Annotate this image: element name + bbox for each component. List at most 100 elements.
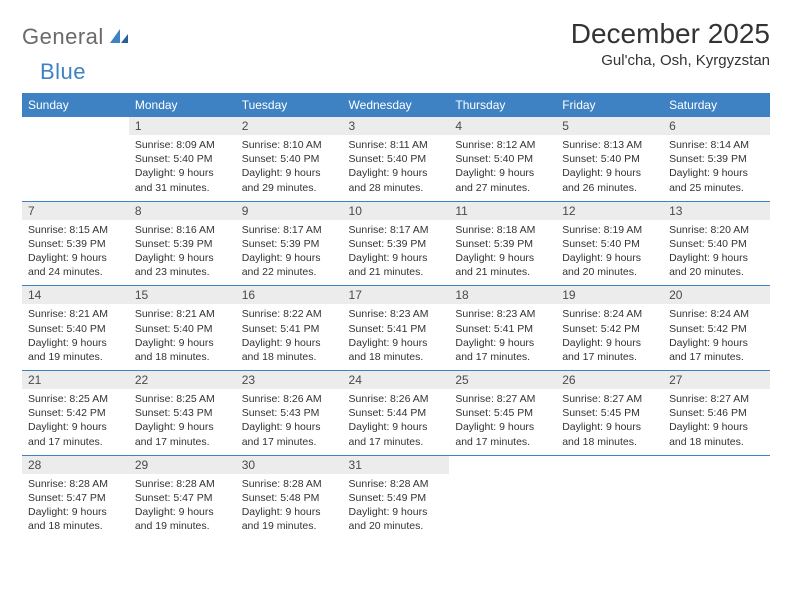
day-details: Sunrise: 8:23 AMSunset: 5:41 PMDaylight:…: [343, 304, 450, 370]
weekday-header: Friday: [556, 93, 663, 117]
day-details: Sunrise: 8:26 AMSunset: 5:43 PMDaylight:…: [236, 389, 343, 455]
day-details: Sunrise: 8:28 AMSunset: 5:49 PMDaylight:…: [343, 474, 450, 540]
day-details: Sunrise: 8:28 AMSunset: 5:48 PMDaylight:…: [236, 474, 343, 540]
calendar-cell: 22Sunrise: 8:25 AMSunset: 5:43 PMDayligh…: [129, 371, 236, 456]
calendar-cell: 17Sunrise: 8:23 AMSunset: 5:41 PMDayligh…: [343, 286, 450, 371]
weekday-header: Sunday: [22, 93, 129, 117]
day-number: 15: [129, 286, 236, 304]
day-details: Sunrise: 8:26 AMSunset: 5:44 PMDaylight:…: [343, 389, 450, 455]
day-number: 28: [22, 456, 129, 474]
day-details: Sunrise: 8:24 AMSunset: 5:42 PMDaylight:…: [663, 304, 770, 370]
day-number: 11: [449, 202, 556, 220]
day-number: 7: [22, 202, 129, 220]
calendar-cell: 2Sunrise: 8:10 AMSunset: 5:40 PMDaylight…: [236, 117, 343, 201]
calendar-cell: 29Sunrise: 8:28 AMSunset: 5:47 PMDayligh…: [129, 455, 236, 539]
logo-text-blue: Blue: [40, 59, 86, 84]
day-number: 14: [22, 286, 129, 304]
calendar-cell: 14Sunrise: 8:21 AMSunset: 5:40 PMDayligh…: [22, 286, 129, 371]
day-number: 10: [343, 202, 450, 220]
calendar-cell: 19Sunrise: 8:24 AMSunset: 5:42 PMDayligh…: [556, 286, 663, 371]
calendar-cell: 30Sunrise: 8:28 AMSunset: 5:48 PMDayligh…: [236, 455, 343, 539]
day-number: 30: [236, 456, 343, 474]
calendar-row: 7Sunrise: 8:15 AMSunset: 5:39 PMDaylight…: [22, 201, 770, 286]
calendar-cell: 21Sunrise: 8:25 AMSunset: 5:42 PMDayligh…: [22, 371, 129, 456]
day-number: 2: [236, 117, 343, 135]
calendar-cell: 9Sunrise: 8:17 AMSunset: 5:39 PMDaylight…: [236, 201, 343, 286]
day-number: 21: [22, 371, 129, 389]
month-title: December 2025: [571, 18, 770, 50]
day-number: 23: [236, 371, 343, 389]
calendar-cell: 8Sunrise: 8:16 AMSunset: 5:39 PMDaylight…: [129, 201, 236, 286]
calendar-cell: 25Sunrise: 8:27 AMSunset: 5:45 PMDayligh…: [449, 371, 556, 456]
day-details: Sunrise: 8:24 AMSunset: 5:42 PMDaylight:…: [556, 304, 663, 370]
day-details: Sunrise: 8:17 AMSunset: 5:39 PMDaylight:…: [236, 220, 343, 286]
day-number: 6: [663, 117, 770, 135]
calendar-table: SundayMondayTuesdayWednesdayThursdayFrid…: [22, 93, 770, 539]
weekday-header: Tuesday: [236, 93, 343, 117]
day-number: 18: [449, 286, 556, 304]
day-details: Sunrise: 8:19 AMSunset: 5:40 PMDaylight:…: [556, 220, 663, 286]
calendar-cell: 16Sunrise: 8:22 AMSunset: 5:41 PMDayligh…: [236, 286, 343, 371]
day-number: 24: [343, 371, 450, 389]
day-number: 19: [556, 286, 663, 304]
day-number: 31: [343, 456, 450, 474]
day-number: 5: [556, 117, 663, 135]
calendar-cell: 24Sunrise: 8:26 AMSunset: 5:44 PMDayligh…: [343, 371, 450, 456]
day-details: Sunrise: 8:16 AMSunset: 5:39 PMDaylight:…: [129, 220, 236, 286]
logo-text-general: General: [22, 24, 104, 50]
calendar-cell: 6Sunrise: 8:14 AMSunset: 5:39 PMDaylight…: [663, 117, 770, 201]
day-number: 16: [236, 286, 343, 304]
calendar-cell: 20Sunrise: 8:24 AMSunset: 5:42 PMDayligh…: [663, 286, 770, 371]
day-details: Sunrise: 8:09 AMSunset: 5:40 PMDaylight:…: [129, 135, 236, 201]
day-details: Sunrise: 8:22 AMSunset: 5:41 PMDaylight:…: [236, 304, 343, 370]
calendar-cell: 27Sunrise: 8:27 AMSunset: 5:46 PMDayligh…: [663, 371, 770, 456]
day-details: Sunrise: 8:28 AMSunset: 5:47 PMDaylight:…: [22, 474, 129, 540]
calendar-cell: 5Sunrise: 8:13 AMSunset: 5:40 PMDaylight…: [556, 117, 663, 201]
day-number: 8: [129, 202, 236, 220]
day-details: Sunrise: 8:28 AMSunset: 5:47 PMDaylight:…: [129, 474, 236, 540]
calendar-cell: 10Sunrise: 8:17 AMSunset: 5:39 PMDayligh…: [343, 201, 450, 286]
calendar-cell: 0: [556, 455, 663, 539]
calendar-cell: 18Sunrise: 8:23 AMSunset: 5:41 PMDayligh…: [449, 286, 556, 371]
day-number: 25: [449, 371, 556, 389]
calendar-header-row: SundayMondayTuesdayWednesdayThursdayFrid…: [22, 93, 770, 117]
calendar-page: General December 2025 Gul'cha, Osh, Kyrg…: [0, 0, 792, 612]
title-block: December 2025 Gul'cha, Osh, Kyrgyzstan: [571, 18, 770, 69]
day-number: 17: [343, 286, 450, 304]
logo: General: [22, 18, 132, 50]
calendar-cell: 13Sunrise: 8:20 AMSunset: 5:40 PMDayligh…: [663, 201, 770, 286]
day-details: Sunrise: 8:27 AMSunset: 5:45 PMDaylight:…: [556, 389, 663, 455]
calendar-cell: 15Sunrise: 8:21 AMSunset: 5:40 PMDayligh…: [129, 286, 236, 371]
calendar-cell: 28Sunrise: 8:28 AMSunset: 5:47 PMDayligh…: [22, 455, 129, 539]
day-details: Sunrise: 8:23 AMSunset: 5:41 PMDaylight:…: [449, 304, 556, 370]
location-label: Gul'cha, Osh, Kyrgyzstan: [571, 52, 770, 69]
day-number: 13: [663, 202, 770, 220]
day-number: 9: [236, 202, 343, 220]
day-number: 4: [449, 117, 556, 135]
day-details: Sunrise: 8:21 AMSunset: 5:40 PMDaylight:…: [22, 304, 129, 370]
day-number: 20: [663, 286, 770, 304]
calendar-cell: 0: [663, 455, 770, 539]
calendar-cell: 11Sunrise: 8:18 AMSunset: 5:39 PMDayligh…: [449, 201, 556, 286]
calendar-row: 0 1Sunrise: 8:09 AMSunset: 5:40 PMDaylig…: [22, 117, 770, 201]
day-details: Sunrise: 8:13 AMSunset: 5:40 PMDaylight:…: [556, 135, 663, 201]
day-details: Sunrise: 8:17 AMSunset: 5:39 PMDaylight:…: [343, 220, 450, 286]
day-details: Sunrise: 8:25 AMSunset: 5:42 PMDaylight:…: [22, 389, 129, 455]
day-details: Sunrise: 8:27 AMSunset: 5:45 PMDaylight:…: [449, 389, 556, 455]
day-number: 1: [129, 117, 236, 135]
day-details: Sunrise: 8:27 AMSunset: 5:46 PMDaylight:…: [663, 389, 770, 455]
calendar-cell: 7Sunrise: 8:15 AMSunset: 5:39 PMDaylight…: [22, 201, 129, 286]
calendar-cell: 0: [22, 117, 129, 201]
weekday-header: Thursday: [449, 93, 556, 117]
calendar-cell: 26Sunrise: 8:27 AMSunset: 5:45 PMDayligh…: [556, 371, 663, 456]
weekday-header: Saturday: [663, 93, 770, 117]
day-number: 26: [556, 371, 663, 389]
day-details: Sunrise: 8:10 AMSunset: 5:40 PMDaylight:…: [236, 135, 343, 201]
weekday-header: Monday: [129, 93, 236, 117]
day-details: Sunrise: 8:15 AMSunset: 5:39 PMDaylight:…: [22, 220, 129, 286]
day-number: 12: [556, 202, 663, 220]
calendar-cell: 1Sunrise: 8:09 AMSunset: 5:40 PMDaylight…: [129, 117, 236, 201]
day-details: Sunrise: 8:25 AMSunset: 5:43 PMDaylight:…: [129, 389, 236, 455]
calendar-row: 14Sunrise: 8:21 AMSunset: 5:40 PMDayligh…: [22, 286, 770, 371]
day-details: Sunrise: 8:21 AMSunset: 5:40 PMDaylight:…: [129, 304, 236, 370]
